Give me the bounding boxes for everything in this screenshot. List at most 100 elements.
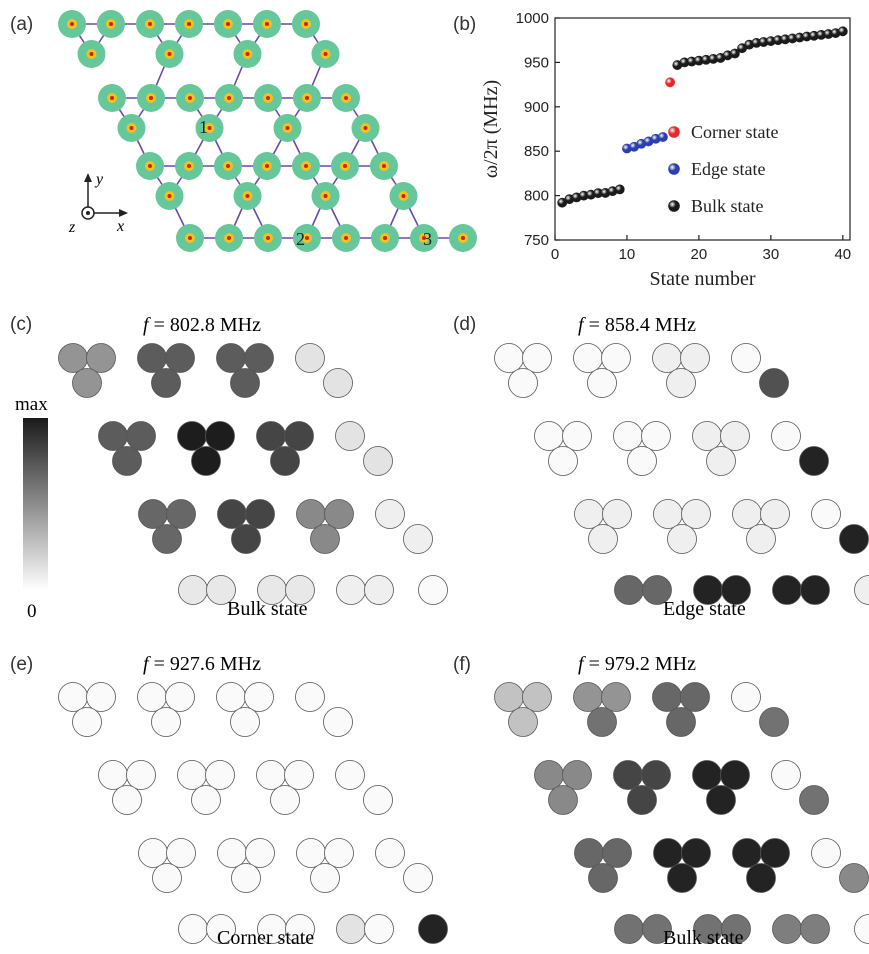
- density-site: [721, 914, 751, 944]
- density-site: [681, 838, 711, 868]
- density-site: [98, 421, 128, 451]
- panel-e-caption: Corner state: [217, 927, 314, 949]
- lattice-site: [253, 152, 281, 180]
- lattice-site: [311, 40, 340, 68]
- lattice-site: [273, 114, 302, 142]
- lattice-site: [293, 224, 321, 252]
- lattice-site: [253, 10, 281, 38]
- density-site: [680, 343, 710, 373]
- lattice-site: [449, 224, 477, 252]
- density-site: [627, 785, 657, 815]
- y-tick-label: 1000: [516, 10, 549, 27]
- density-site: [771, 421, 801, 451]
- x-tick-label: 20: [691, 246, 708, 263]
- lattice-site: [332, 84, 360, 112]
- legend-marker: [668, 126, 680, 138]
- panel-a: (a) 1 2 3 y x z: [10, 10, 477, 252]
- density-site: [72, 368, 102, 398]
- density-site: [112, 446, 142, 476]
- density-site: [230, 707, 260, 737]
- density-site: [760, 838, 790, 868]
- density-site: [746, 863, 776, 893]
- density-site: [230, 368, 260, 398]
- density-site: [522, 682, 552, 712]
- density-site: [759, 707, 789, 737]
- density-site: [216, 682, 246, 712]
- lattice-site: [175, 152, 203, 180]
- x-tick-label: 40: [834, 246, 851, 263]
- chart-frame: [554, 17, 851, 241]
- density-site: [245, 499, 275, 529]
- data-point-bulk-state: [837, 26, 848, 37]
- density-site: [137, 682, 167, 712]
- density-site: [166, 838, 196, 868]
- density-site: [310, 863, 340, 893]
- density-site: [217, 838, 247, 868]
- density-site: [191, 446, 221, 476]
- x-tick-label: 30: [763, 246, 780, 263]
- density-site: [534, 760, 564, 790]
- density-site: [534, 421, 564, 451]
- density-site: [720, 421, 750, 451]
- lattice-site: [136, 10, 164, 38]
- density-site: [811, 838, 841, 868]
- density-map-f: [494, 682, 869, 944]
- density-site: [165, 343, 195, 373]
- density-site: [284, 421, 314, 451]
- lattice-site: [155, 40, 184, 68]
- x-tick-label: 0: [551, 246, 559, 263]
- density-site: [403, 863, 433, 893]
- density-site: [335, 760, 365, 790]
- lattice-site: [292, 10, 320, 38]
- density-site: [667, 524, 697, 554]
- density-site: [324, 838, 354, 868]
- density-site: [732, 499, 762, 529]
- density-site: [58, 343, 88, 373]
- density-site: [508, 707, 538, 737]
- panel-d-label: (d): [453, 314, 476, 335]
- density-site: [642, 914, 672, 944]
- density-site: [310, 524, 340, 554]
- lattice-site: [176, 224, 204, 252]
- density-site: [680, 682, 710, 712]
- density-site: [98, 760, 128, 790]
- density-site: [494, 682, 524, 712]
- density-site: [587, 368, 617, 398]
- colorbar: max 0: [15, 394, 48, 622]
- density-site: [112, 785, 142, 815]
- density-site: [166, 499, 196, 529]
- axis-label-y: y: [94, 171, 104, 188]
- density-map-d: [494, 343, 869, 605]
- density-site: [681, 499, 711, 529]
- site-label-3: 3: [423, 229, 432, 249]
- density-site: [364, 914, 394, 944]
- density-site: [245, 838, 275, 868]
- density-site: [177, 760, 207, 790]
- lattice-site: [58, 10, 86, 38]
- density-site: [244, 682, 274, 712]
- density-site: [653, 838, 683, 868]
- colorbar-min-label: 0: [27, 601, 37, 622]
- density-site: [137, 343, 167, 373]
- density-site: [191, 785, 221, 815]
- panel-b: (b) 0 10 20 30 40 750 800 850 900 950 1000 State nu…: [453, 10, 851, 290]
- density-site: [216, 343, 246, 373]
- lattice-site: [214, 10, 242, 38]
- legend-marker: [668, 200, 680, 212]
- chart: 0 10 20 30 40 750 800 850 900 950 1000 State number…: [480, 10, 851, 290]
- lattice-site: [332, 224, 360, 252]
- density-site: [336, 575, 366, 605]
- density-site: [641, 760, 671, 790]
- density-site: [731, 682, 761, 712]
- density-site: [759, 368, 789, 398]
- panel-a-label: (a): [10, 14, 33, 35]
- density-site: [666, 368, 696, 398]
- density-site: [652, 343, 682, 373]
- density-site: [760, 499, 790, 529]
- density-site: [126, 421, 156, 451]
- density-site: [800, 914, 830, 944]
- density-site: [588, 524, 618, 554]
- density-site: [323, 368, 353, 398]
- lattice-site: [98, 84, 126, 112]
- lattice-site: [292, 152, 320, 180]
